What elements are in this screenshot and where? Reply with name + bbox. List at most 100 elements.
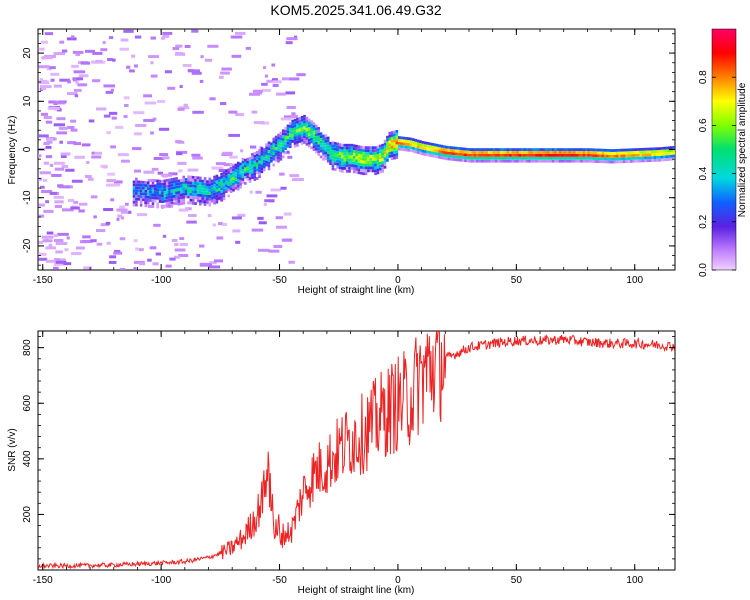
spectrogram-ridge-cell	[426, 147, 429, 151]
spectrogram-ridge-cell	[144, 201, 148, 205]
spectrogram-ridge-cell	[326, 136, 330, 140]
spectrogram-ridge-cell	[262, 168, 266, 172]
spectrogram-ridge-cell	[632, 156, 635, 160]
spectrogram-ridge-cell	[208, 203, 212, 207]
spectrogram-ridge-cell	[518, 153, 522, 157]
spectrogram-x-tick-label: -50	[272, 275, 287, 286]
spectrogram-noise-cell	[55, 250, 63, 254]
spectrogram-ridge-cell	[355, 170, 358, 174]
spectrogram-ridge-cell	[277, 159, 280, 163]
spectrogram-ridge-cell	[215, 177, 219, 181]
spectrogram-noise-cell	[43, 209, 54, 213]
spectrogram-ridge-cell	[253, 169, 257, 173]
spectrogram-ridge-cell	[364, 154, 368, 158]
spectrogram-ridge-cell	[656, 150, 659, 154]
spectrogram-ridge-cell	[184, 192, 188, 196]
spectrogram-noise-cell	[95, 229, 106, 233]
spectrogram-ridge-cell	[670, 151, 673, 155]
spectrogram-ridge-cell	[374, 166, 377, 170]
spectrogram-ridge-cell	[454, 149, 458, 153]
spectrogram-ridge-cell	[352, 170, 356, 174]
spectrogram-noise-cell	[165, 264, 172, 268]
spectrogram-ridge-cell	[175, 182, 178, 186]
spectrogram-ridge-cell	[293, 130, 297, 134]
spectrogram-ridge-cell	[253, 166, 257, 170]
spectrogram-ridge-cell	[251, 155, 254, 159]
spectrogram-ridge-cell	[146, 187, 150, 191]
spectrogram-ridge-cell	[144, 181, 148, 185]
spectrogram-ridge-cell	[253, 152, 257, 155]
spectrogram-noise-cell	[270, 188, 282, 192]
spectrogram-ridge-cell	[279, 131, 283, 135]
spectrogram-noise-cell	[191, 29, 199, 33]
spectrogram-ridge-cell	[196, 199, 200, 203]
spectrogram-ridge-cell	[639, 153, 643, 157]
spectrogram-ridge-cell	[194, 181, 197, 185]
spectrogram-noise-cell	[113, 180, 123, 184]
spectrogram-ridge-cell	[639, 148, 643, 151]
spectrogram-noise-cell	[182, 64, 192, 68]
spectrogram-y-tick-label: -20	[22, 238, 33, 253]
spectrogram-ridge-cell	[376, 145, 380, 149]
spectrogram-ridge-cell	[592, 159, 595, 163]
spectrogram-ridge-cell	[265, 154, 268, 158]
spectrogram-ridge-cell	[350, 152, 354, 156]
spectrogram-ridge-cell	[251, 167, 254, 171]
spectrogram-ridge-cell	[177, 199, 181, 203]
spectrogram-ridge-cell	[561, 148, 564, 151]
spectrogram-ridge-cell	[137, 192, 141, 195]
spectrogram-ridge-cell	[234, 175, 238, 178]
spectrogram-ridge-cell	[277, 139, 280, 143]
spectrogram-ridge-cell	[172, 192, 176, 195]
spectrogram-ridge-cell	[291, 128, 294, 132]
spectrogram-ridge-cell	[485, 151, 489, 154]
spectrogram-ridge-cell	[246, 172, 249, 176]
spectrogram-ridge-cell	[663, 152, 666, 156]
spectrogram-noise-cell	[150, 131, 154, 135]
spectrogram-ridge-cell	[206, 186, 209, 189]
spectrogram-ridge-cell	[345, 143, 349, 147]
spectrogram-ridge-cell	[338, 146, 342, 149]
spectrogram-ridge-cell	[277, 151, 280, 154]
spectrogram-noise-cell	[235, 240, 241, 244]
spectrogram-ridge-cell	[222, 171, 226, 175]
spectrogram-noise-cell	[139, 262, 145, 266]
spectrogram-ridge-cell	[540, 151, 543, 154]
spectrogram-ridge-cell	[329, 159, 332, 163]
spectrogram-ridge-cell	[367, 157, 370, 161]
spectrogram-ridge-cell	[388, 154, 392, 158]
spectrogram-ridge-cell	[478, 159, 482, 163]
spectrogram-ridge-cell	[281, 129, 285, 133]
spectrogram-ridge-cell	[665, 146, 669, 150]
spectrogram-ridge-cell	[632, 154, 635, 157]
spectrogram-ridge-cell	[554, 148, 557, 151]
spectrogram-ridge-cell	[378, 159, 382, 162]
spectrogram-ridge-cell	[532, 153, 536, 157]
spectrogram-noise-cell	[150, 61, 154, 65]
snr-x-label: Height of straight line (km)	[298, 585, 415, 596]
spectrogram-noise-cell	[271, 63, 276, 67]
spectrogram-ridge-cell	[345, 164, 349, 167]
spectrogram-ridge-cell	[300, 124, 304, 128]
spectrogram-noise-cell	[61, 164, 69, 168]
spectrogram-ridge-cell	[374, 169, 377, 173]
spectrogram-noise-cell	[96, 242, 103, 246]
spectrogram-ridge-cell	[371, 154, 375, 158]
spectrogram-ridge-cell	[575, 148, 579, 151]
spectrogram-ridge-cell	[608, 160, 612, 164]
spectrogram-ridge-cell	[144, 192, 148, 196]
spectrogram-ridge-cell	[397, 139, 401, 142]
spectrogram-ridge-cell	[187, 178, 190, 182]
spectrogram-ridge-cell	[397, 144, 401, 148]
spectrogram-ridge-cell	[487, 153, 491, 157]
spectrogram-ridge-cell	[199, 202, 202, 206]
spectrogram-ridge-cell	[246, 160, 249, 164]
spectrogram-ridge-cell	[383, 157, 387, 160]
spectrogram-noise-cell	[153, 156, 165, 160]
spectrogram-ridge-cell	[400, 139, 403, 143]
spectrogram-ridge-cell	[227, 171, 231, 175]
spectrogram-ridge-cell	[142, 192, 145, 196]
spectrogram-ridge-cell	[338, 163, 342, 167]
spectrogram-ridge-cell	[367, 166, 370, 170]
spectrogram-ridge-cell	[435, 155, 439, 159]
